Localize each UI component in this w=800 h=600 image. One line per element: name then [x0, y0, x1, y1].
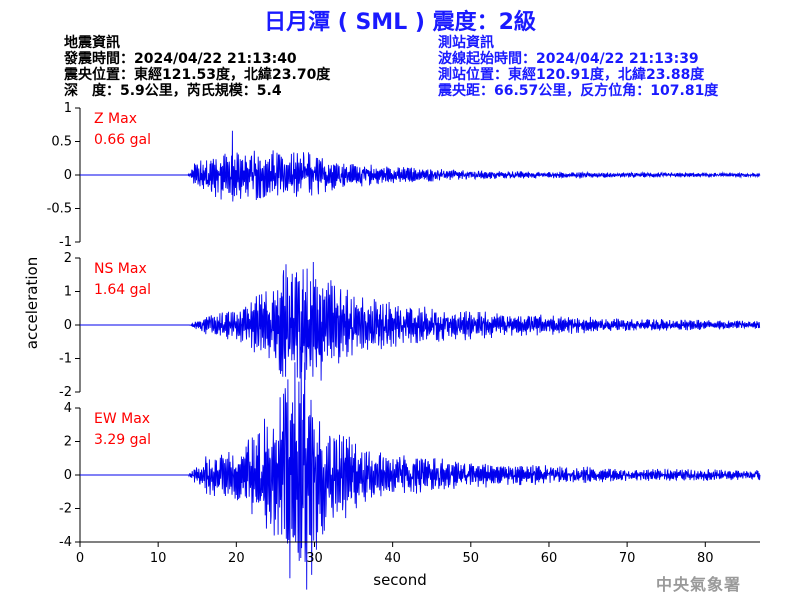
watermark: 中央氣象署: [656, 575, 742, 594]
y-tick-label: -4: [59, 535, 72, 550]
event-info-heading: 地震資訊: [64, 35, 120, 51]
chart-title: 日月潭 ( SML ) 震度：2級: [264, 10, 536, 35]
y-tick-label: 0.5: [51, 135, 72, 150]
wave-start-time: 波線起始時間：2024/04/22 21:13:39: [438, 51, 699, 67]
y-tick-label: 2: [64, 251, 72, 266]
y-tick-label: -1: [59, 235, 72, 250]
station-info-heading: 測站資訊: [438, 35, 494, 51]
y-tick-label: -1: [59, 352, 72, 367]
max-label-value: 1.64 gal: [94, 282, 151, 298]
distance-azimuth: 震央距：66.57公里，反方位角：107.81度: [438, 83, 719, 99]
y-tick-label: 1: [64, 285, 72, 300]
x-tick-label: 60: [541, 551, 558, 566]
y-tick-label: 0: [64, 168, 72, 183]
x-tick-label: 70: [619, 551, 636, 566]
x-tick-label: 20: [228, 551, 245, 566]
y-tick-label: -2: [59, 502, 72, 517]
trace-z: [80, 130, 761, 202]
x-tick-label: 40: [384, 551, 401, 566]
y-tick-label: -2: [59, 385, 72, 400]
max-label-value: 3.29 gal: [94, 432, 151, 448]
epicenter-location: 震央位置：東經121.53度，北緯23.70度: [64, 67, 331, 83]
max-label-name: EW Max: [94, 411, 150, 427]
x-tick-label: 0: [76, 551, 84, 566]
y-tick-label: 2: [64, 435, 72, 450]
y-tick-label: 0: [64, 468, 72, 483]
x-tick-label: 80: [697, 551, 714, 566]
x-axis-label: second: [373, 571, 427, 589]
x-tick-label: 30: [306, 551, 323, 566]
max-label-name: Z Max: [94, 111, 137, 127]
x-tick-label: 50: [463, 551, 480, 566]
y-axis-label: acceleration: [23, 257, 41, 349]
station-info-block: 測站資訊 波線起始時間：2024/04/22 21:13:39 測站位置：東經1…: [438, 35, 718, 99]
y-tick-label: 4: [64, 401, 72, 416]
y-tick-label: 1: [64, 101, 72, 116]
max-label-name: NS Max: [94, 261, 147, 277]
y-tick-label: -0.5: [47, 202, 72, 217]
origin-time: 發震時間：2024/04/22 21:13:40: [64, 51, 297, 67]
max-label-value: 0.66 gal: [94, 132, 151, 148]
trace-ns: [80, 261, 761, 381]
trace-ew: [80, 344, 761, 590]
event-info-block: 地震資訊 發震時間：2024/04/22 21:13:40 震央位置：東經121…: [64, 35, 330, 99]
y-tick-label: 0: [64, 318, 72, 333]
station-location: 測站位置：東經120.91度，北緯23.88度: [438, 67, 705, 83]
x-tick-label: 10: [150, 551, 167, 566]
depth-magnitude: 深 度：5.9公里，芮氏規模：5.4: [64, 83, 282, 99]
